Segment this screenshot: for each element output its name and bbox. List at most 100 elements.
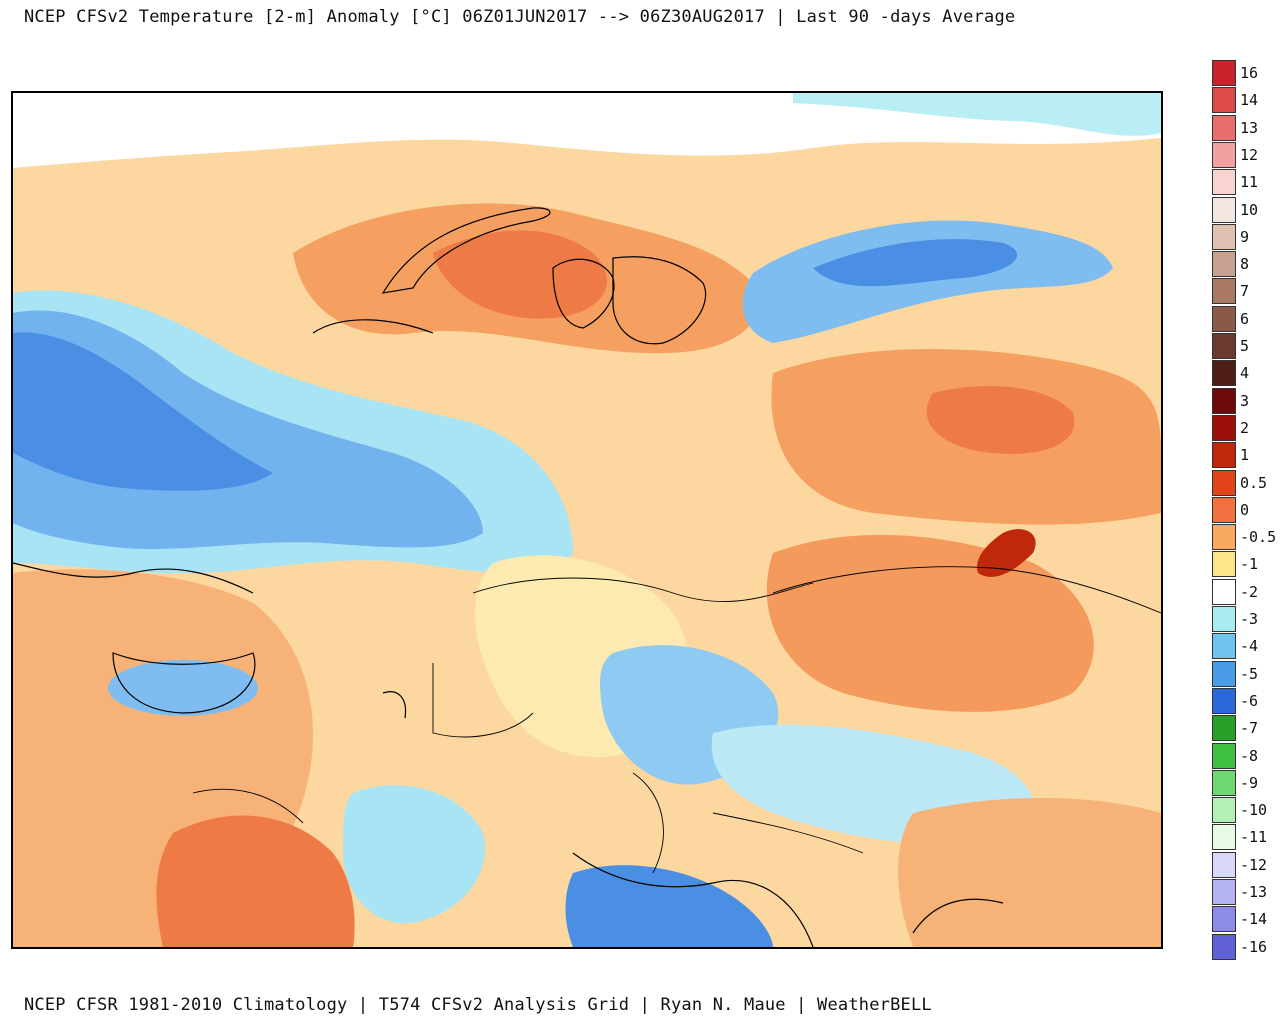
legend-swatch <box>1212 251 1236 278</box>
cold-arctic-ocean <box>793 93 1161 136</box>
turkey-border <box>192 788 304 824</box>
legend-label: 1 <box>1240 446 1250 465</box>
legend-label: -4 <box>1240 637 1259 656</box>
legend-swatch <box>1212 578 1236 605</box>
legend-label: 3 <box>1240 391 1250 410</box>
legend-label: 2 <box>1240 418 1250 437</box>
legend-swatch <box>1212 524 1236 551</box>
warm-core-siberia <box>926 385 1075 454</box>
legend-swatch <box>1212 851 1236 878</box>
legend-swatch <box>1212 333 1236 359</box>
yamal-peninsula <box>552 258 615 329</box>
credits-footer: NCEP CFSR 1981-2010 Climatology | T574 C… <box>24 995 932 1015</box>
legend-label: -3 <box>1240 610 1259 628</box>
legend-label: 4 <box>1240 364 1250 383</box>
legend-swatch <box>1212 196 1236 223</box>
legend-label: 16 <box>1240 64 1259 82</box>
legend-swatch <box>1212 223 1236 250</box>
legend-label: 13 <box>1240 118 1259 137</box>
legend-swatch <box>1212 687 1236 714</box>
legend-label: -12 <box>1240 855 1268 874</box>
cold-core-east-siberia <box>813 239 1018 287</box>
legend-swatch <box>1212 305 1236 332</box>
warm-core-kara <box>433 230 608 319</box>
southeast-asia-coast <box>912 898 1004 934</box>
legend-swatch <box>1212 906 1236 933</box>
legend-label: -16 <box>1240 937 1268 956</box>
legend-swatch <box>1212 879 1236 905</box>
legend-swatch <box>1212 169 1236 196</box>
legend-label: 5 <box>1240 337 1250 355</box>
legend-swatch <box>1212 551 1236 578</box>
map-canvas <box>13 93 1161 947</box>
legend-swatch <box>1212 141 1236 168</box>
russia-mongolia-border <box>772 566 1161 614</box>
central-asia-borders <box>432 663 534 738</box>
legend-swatch <box>1212 824 1236 851</box>
cold-arabian-sea <box>565 865 773 947</box>
legend-swatch <box>1212 769 1236 796</box>
legend-label: 8 <box>1240 255 1250 274</box>
legend-label: -5 <box>1240 664 1259 683</box>
legend-label: -13 <box>1240 883 1268 901</box>
map-title: NCEP CFSv2 Temperature [2-m] Anomaly [°C… <box>24 7 1016 27</box>
legend-swatch <box>1212 797 1236 824</box>
legend-label: 0.5 <box>1240 473 1268 492</box>
color-scale-legend: 16 14 13 12 11 10 9 8 7 6 5 4 3 2 1 0.5 0 -0.5 -1 -2 -3 -4 -5 -… <box>1210 60 1280 965</box>
legend-label: 0 <box>1240 500 1250 519</box>
warm-mongolia <box>766 534 1094 712</box>
south-asia-coast <box>572 852 814 947</box>
legend-swatch <box>1212 87 1236 114</box>
legend-label: -2 <box>1240 582 1259 601</box>
legend-swatch <box>1212 360 1236 387</box>
warm-east-china <box>898 798 1161 947</box>
black-sea-coast <box>112 652 256 714</box>
legend-label: -1 <box>1240 555 1259 574</box>
legend-label: -9 <box>1240 773 1259 792</box>
pakistan-border <box>632 772 664 874</box>
cold-core-scandinavia <box>13 332 273 491</box>
legend-label: -11 <box>1240 828 1268 847</box>
legend-label: -0.5 <box>1240 528 1277 547</box>
legend-label: 10 <box>1240 200 1259 219</box>
legend-swatch <box>1212 742 1236 769</box>
legend-swatch <box>1212 60 1236 86</box>
legend-swatch <box>1212 278 1236 305</box>
legend-swatch <box>1212 660 1236 687</box>
legend-swatch <box>1212 442 1236 469</box>
legend-label: 14 <box>1240 91 1259 110</box>
legend-swatch <box>1212 715 1236 742</box>
legend-swatch <box>1212 114 1236 141</box>
anomaly-map <box>11 91 1163 949</box>
country-borders <box>192 566 1161 874</box>
legend-swatch <box>1212 606 1236 632</box>
cool-black-sea <box>108 660 258 716</box>
cool-iran <box>343 785 485 924</box>
north-coast <box>312 319 434 334</box>
legend-label: 12 <box>1240 145 1259 164</box>
warm-core-baikal <box>977 529 1036 577</box>
caspian-coast <box>382 691 407 719</box>
legend-label: -14 <box>1240 910 1268 929</box>
legend-swatch <box>1212 414 1236 441</box>
legend-label: -7 <box>1240 719 1259 738</box>
legend-swatch <box>1212 933 1236 960</box>
taymyr-peninsula <box>612 256 707 345</box>
russia-kazakhstan-border <box>472 577 814 603</box>
warm-core-arabia <box>156 815 355 947</box>
legend-label: -6 <box>1240 691 1259 710</box>
europe-coast <box>13 562 254 594</box>
legend-label: -8 <box>1240 746 1259 765</box>
legend-label: -10 <box>1240 801 1268 820</box>
legend-label: 6 <box>1240 309 1250 328</box>
legend-swatch <box>1212 633 1236 660</box>
cold-east-siberia <box>742 220 1113 343</box>
cold-european-russia <box>13 310 483 550</box>
legend-label: 7 <box>1240 282 1250 301</box>
coastlines <box>13 207 1004 947</box>
novaya-zemlya <box>381 207 551 294</box>
himalaya-border <box>712 812 864 854</box>
neutral-arctic <box>13 93 1161 168</box>
legend-swatch <box>1212 387 1236 414</box>
legend-label: 9 <box>1240 227 1250 246</box>
